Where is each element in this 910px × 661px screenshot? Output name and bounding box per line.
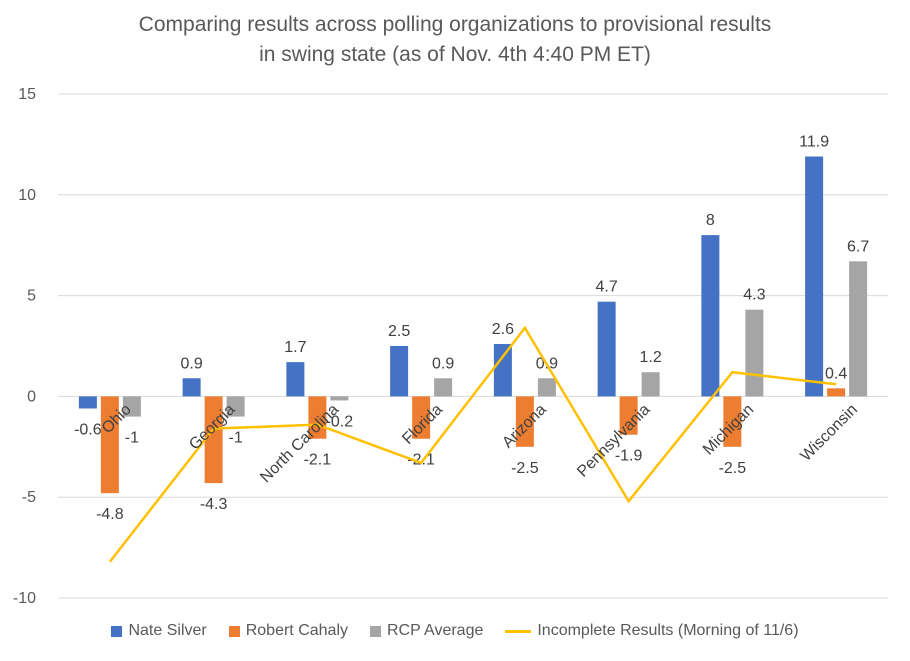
legend-label-nate-silver: Nate Silver — [128, 622, 207, 639]
data-label-nate-silver-florida: 2.5 — [388, 323, 410, 340]
bar-robert-cahaly-pennsylvania — [619, 396, 638, 435]
data-label-rcp-average-ohio: -1 — [125, 430, 139, 447]
chart-title-block: Comparing results across polling organiz… — [0, 10, 910, 70]
legend-label-robert-cahaly: Robert Cahaly — [245, 622, 348, 639]
data-label-nate-silver-wisconsin: 11.9 — [799, 133, 829, 150]
bar-nate-silver-georgia — [182, 378, 201, 397]
legend-label-incomplete-results: Incomplete Results (Morning of 11/6) — [537, 622, 799, 639]
bar-nate-silver-wisconsin — [805, 156, 824, 397]
y-tick-label: 10 — [18, 187, 36, 204]
legend-swatch-robert-cahaly — [228, 625, 240, 637]
bar-nate-silver-michigan — [701, 235, 720, 397]
bar-nate-silver-north-carolina — [286, 362, 305, 397]
legend-swatch-incomplete-results — [505, 629, 532, 633]
data-label-robert-cahaly-michigan: -2.5 — [719, 460, 747, 477]
bar-robert-cahaly-north-carolina — [308, 396, 327, 439]
data-label-robert-cahaly-florida: -2.1 — [407, 452, 435, 469]
data-label-rcp-average-florida: 0.9 — [432, 355, 454, 372]
data-label-nate-silver-arizona: 2.6 — [492, 321, 514, 338]
bar-rcp-average-north-carolina — [330, 396, 349, 401]
legend-item-rcp-average: RCP Average — [370, 622, 483, 640]
bar-nate-silver-pennsylvania — [597, 301, 616, 397]
data-label-rcp-average-north-carolina: -0.2 — [326, 413, 354, 430]
data-label-nate-silver-georgia: 0.9 — [181, 355, 203, 372]
bar-rcp-average-michigan — [745, 309, 764, 397]
bar-rcp-average-pennsylvania — [641, 372, 660, 397]
data-label-robert-cahaly-pennsylvania: -1.9 — [615, 448, 643, 465]
bar-rcp-average-florida — [434, 378, 453, 397]
bar-nate-silver-arizona — [493, 343, 512, 397]
legend-swatch-nate-silver — [111, 625, 123, 637]
bar-rcp-average-ohio — [122, 396, 141, 417]
bar-robert-cahaly-wisconsin — [827, 388, 846, 397]
y-tick-label: 5 — [27, 288, 36, 305]
data-label-nate-silver-north-carolina: 1.7 — [284, 339, 306, 356]
bar-nate-silver-florida — [390, 346, 409, 397]
x-tick-label-north-carolina: North Carolina — [257, 401, 342, 486]
data-label-robert-cahaly-north-carolina: -2.1 — [304, 452, 332, 469]
data-label-nate-silver-pennsylvania: 4.7 — [596, 279, 618, 296]
legend-item-nate-silver: Nate Silver — [111, 622, 207, 640]
x-tick-label-wisconsin: Wisconsin — [797, 401, 861, 465]
bar-robert-cahaly-georgia — [204, 396, 223, 484]
legend-item-incomplete-results: Incomplete Results (Morning of 11/6) — [505, 622, 799, 640]
bar-robert-cahaly-michigan — [723, 396, 742, 447]
line-incomplete-results — [108, 325, 837, 563]
chart-subtitle: in swing state (as of Nov. 4th 4:40 PM E… — [259, 43, 651, 66]
data-label-robert-cahaly-arizona: -2.5 — [511, 460, 539, 477]
legend: Nate Silver Robert Cahaly RCP Average In… — [0, 622, 910, 640]
bar-robert-cahaly-florida — [412, 396, 431, 439]
y-tick-label: 0 — [27, 388, 36, 405]
bar-robert-cahaly-ohio — [100, 396, 119, 494]
legend-item-robert-cahaly: Robert Cahaly — [228, 622, 348, 640]
data-label-rcp-average-wisconsin: 6.7 — [847, 238, 869, 255]
data-label-robert-cahaly-ohio: -4.8 — [96, 506, 124, 523]
data-label-nate-silver-ohio: -0.6 — [74, 421, 102, 438]
legend-swatch-rcp-average — [370, 625, 381, 637]
data-label-robert-cahaly-wisconsin: 0.4 — [825, 365, 847, 382]
bar-rcp-average-wisconsin — [849, 261, 868, 397]
bar-rcp-average-georgia — [226, 396, 245, 417]
chart-title: Comparing results across polling organiz… — [138, 13, 772, 36]
data-label-nate-silver-michigan: 8 — [706, 212, 715, 229]
y-tick-label: 15 — [18, 86, 36, 103]
y-tick-label: -5 — [22, 489, 36, 506]
data-label-rcp-average-michigan: 4.3 — [743, 287, 765, 304]
bar-rcp-average-arizona — [537, 378, 556, 397]
data-label-rcp-average-pennsylvania: 1.2 — [640, 349, 662, 366]
bar-nate-silver-ohio — [78, 396, 97, 409]
legend-label-rcp-average: RCP Average — [387, 622, 484, 639]
x-tick-label-pennsylvania: Pennsylvania — [574, 401, 653, 480]
data-label-rcp-average-georgia: -1 — [229, 430, 243, 447]
data-label-robert-cahaly-georgia: -4.3 — [200, 496, 228, 513]
bar-robert-cahaly-arizona — [515, 396, 534, 447]
y-tick-label: -10 — [13, 590, 36, 607]
